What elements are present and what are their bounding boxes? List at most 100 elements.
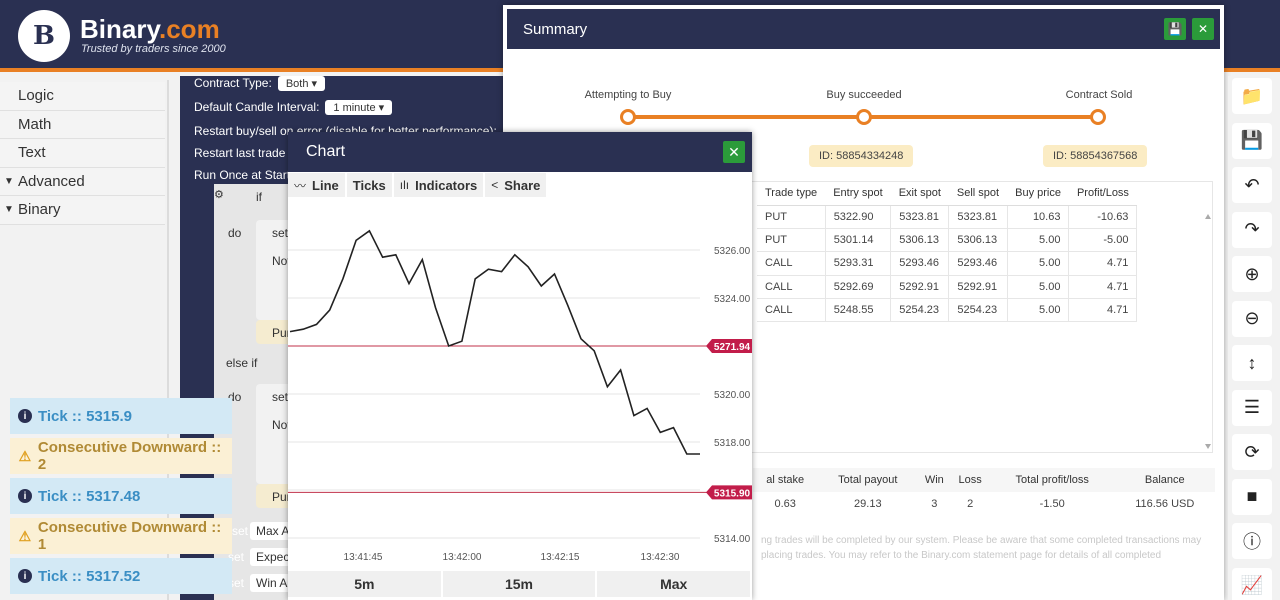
scroll-down-icon[interactable]: [1205, 444, 1211, 449]
toolbox-text[interactable]: Text: [0, 139, 165, 168]
chart-share[interactable]: < Share: [485, 173, 547, 197]
info-icon[interactable]: ⓘ: [1232, 523, 1272, 559]
table-row[interactable]: PUT 5322.90 5323.81 5323.81 10.63 -10.63: [757, 205, 1138, 229]
cell: 5293.31: [825, 251, 892, 276]
y-tick-label: 5320.00: [714, 390, 751, 401]
table-row[interactable]: PUT 5301.14 5306.13 5306.13 5.00 -5.00: [757, 228, 1138, 253]
total-stake-value: 0.63: [774, 498, 796, 510]
reload-icon[interactable]: ⟳: [1232, 434, 1272, 470]
notification-warning[interactable]: ⚠ Consecutive Downward :: 1: [10, 518, 232, 554]
notification-text: Consecutive Downward :: 2: [37, 439, 222, 473]
notify-label-2: Not: [272, 418, 291, 432]
chart-type-line[interactable]: 〰 Line: [288, 173, 345, 197]
expec-variable[interactable]: Expec: [250, 548, 296, 566]
brand-name-main: Binary: [80, 14, 159, 44]
cell: 4.71: [1068, 275, 1138, 300]
chart-close-button[interactable]: ✕: [723, 141, 745, 163]
step-sold-label: Contract Sold: [1065, 89, 1133, 101]
list-icon[interactable]: ☰: [1232, 389, 1272, 426]
toolbox-advanced[interactable]: ▼ Advanced: [0, 168, 165, 196]
cell: 5.00: [1007, 228, 1070, 253]
range-max-button[interactable]: Max: [597, 571, 751, 597]
toolbox-divider: [167, 80, 169, 600]
barrier-tag: [706, 339, 752, 353]
chart-title: Chart: [306, 143, 346, 160]
brand-name: Binary.com: [80, 14, 220, 45]
zoom-out-icon[interactable]: ⊖: [1232, 300, 1272, 337]
max-a-variable[interactable]: Max A: [250, 522, 296, 540]
binary-logo[interactable]: B: [18, 10, 70, 62]
cell: 5254.23: [948, 298, 1008, 323]
toolbox-logic[interactable]: Logic: [0, 82, 165, 111]
notification-tick[interactable]: i Tick :: 5315.9: [10, 398, 232, 434]
toolbox-label: Advanced: [18, 172, 85, 190]
scroll-up-icon[interactable]: [1205, 214, 1211, 219]
chart-titlebar[interactable]: Chart ✕: [288, 132, 752, 172]
notification-tick[interactable]: i Tick :: 5317.48: [10, 478, 232, 514]
col-trade-type: Trade type: [757, 181, 826, 206]
folder-icon[interactable]: 📁: [1232, 78, 1272, 114]
tab-label: Share: [504, 177, 541, 193]
trades-scrollbar[interactable]: [1203, 211, 1213, 451]
chart-indicators[interactable]: ılı Indicators: [393, 173, 484, 197]
table-row[interactable]: CALL 5292.69 5292.91 5292.91 5.00 4.71: [757, 275, 1138, 300]
range-15m-button[interactable]: 15m: [442, 571, 596, 597]
barrier-label: 5271.94: [714, 342, 751, 353]
cell: 5.00: [1007, 298, 1070, 323]
redo-icon[interactable]: ↷: [1232, 211, 1272, 248]
summary-close-button[interactable]: ✕: [1192, 18, 1214, 40]
x-tick-label: 13:41:45: [344, 552, 383, 563]
price-line: [289, 229, 700, 455]
y-tick-label: 5314.00: [714, 534, 751, 545]
cell: 5.00: [1007, 251, 1070, 276]
save-icon[interactable]: 💾: [1164, 18, 1186, 40]
toolbox-binary[interactable]: ▼ Binary: [0, 196, 165, 225]
step-dot-3: [1090, 109, 1106, 125]
cell: 5306.13: [948, 228, 1008, 253]
win-a-variable[interactable]: Win A: [250, 574, 294, 592]
stop-icon[interactable]: ■: [1232, 478, 1272, 515]
range-5m-button[interactable]: 5m: [288, 571, 441, 597]
contract-type-select[interactable]: Both ▾: [277, 76, 326, 91]
barrier-tag: [706, 485, 752, 500]
toolbox-label: Binary: [18, 201, 61, 219]
cell: 5301.14: [825, 228, 892, 253]
toolbox-math[interactable]: Math: [0, 111, 165, 139]
notification-warning[interactable]: ⚠ Consecutive Downward :: 2: [10, 438, 232, 474]
toolbox-label: Math: [18, 115, 52, 133]
cell: CALL: [757, 298, 826, 323]
total-payout-value: 29.13: [854, 498, 882, 510]
notification-text: Tick :: 5317.48: [38, 487, 141, 505]
candle-interval-select[interactable]: 1 minute ▾: [325, 100, 393, 115]
sort-icon[interactable]: ↕: [1232, 345, 1272, 381]
run-once-label: Run Once at Start:: [194, 168, 294, 182]
table-row[interactable]: CALL 5293.31 5293.46 5293.46 5.00 4.71: [757, 251, 1138, 276]
cell: 5323.81: [890, 205, 950, 229]
trades-header-row: Trade type Entry spot Exit spot Sell spo…: [757, 181, 1137, 206]
undo-icon[interactable]: ↶: [1232, 167, 1272, 203]
loss-value: 2: [967, 498, 974, 510]
col-buy-price: Buy price: [1007, 181, 1069, 206]
price-chart[interactable]: 5326.005324.005320.005318.005316.005314.…: [288, 202, 752, 570]
y-tick-label: 5324.00: [714, 294, 751, 305]
save-icon[interactable]: 💾: [1232, 122, 1272, 159]
warning-icon: ⚠: [18, 447, 32, 464]
notification-text: Tick :: 5317.52: [38, 567, 141, 585]
table-row[interactable]: CALL 5248.55 5254.23 5254.23 5.00 4.71: [757, 298, 1138, 323]
totals-header-row: al stake Total payout Win Loss Total pro…: [753, 468, 1215, 492]
chart-ticks[interactable]: Ticks: [346, 173, 392, 197]
zoom-in-icon[interactable]: ⊕: [1232, 256, 1272, 292]
cell: 5323.81: [948, 205, 1008, 229]
cell: 5292.69: [825, 275, 892, 300]
toolbox-label: Logic: [18, 87, 54, 105]
gear-icon[interactable]: ⚙: [214, 189, 224, 201]
chart-icon[interactable]: 📈: [1232, 567, 1272, 600]
if-label: if: [256, 190, 262, 204]
notification-tick[interactable]: i Tick :: 5317.52: [10, 558, 232, 594]
cell: -10.63: [1068, 205, 1138, 229]
summary-titlebar[interactable]: Summary: [507, 9, 1220, 49]
win-value: 3: [931, 498, 938, 510]
indicators-icon: ılı: [399, 178, 410, 192]
set-keyword-3: set: [228, 576, 245, 590]
cell: 5306.13: [890, 228, 950, 253]
